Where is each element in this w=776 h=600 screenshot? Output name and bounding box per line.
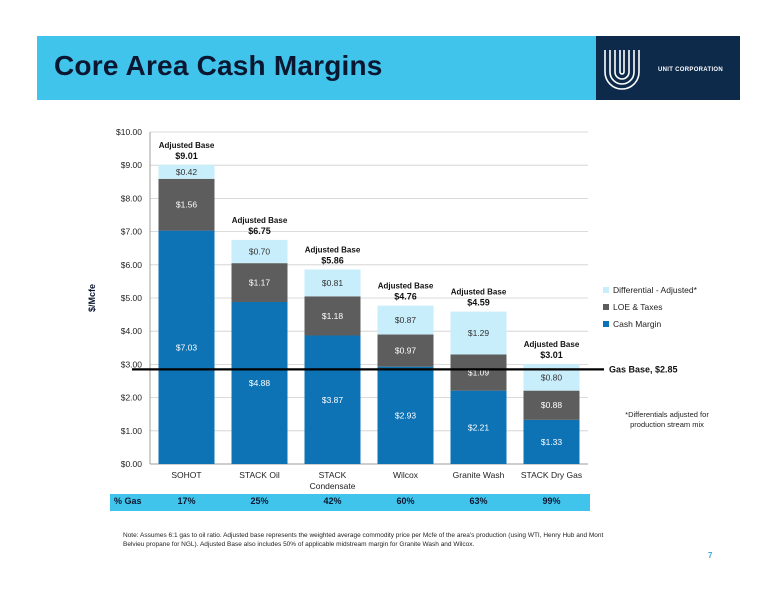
bar-segment xyxy=(523,390,580,420)
adjusted-base-value: $5.86 xyxy=(321,255,344,265)
gas-percent-cell: 99% xyxy=(542,496,561,506)
adjusted-base-value: $3.01 xyxy=(540,350,563,360)
data-label: $0.70 xyxy=(249,247,271,257)
data-label: $1.18 xyxy=(322,311,344,321)
bar-segment xyxy=(304,269,361,297)
adjusted-base-label: Adjusted Base xyxy=(232,216,288,225)
logo xyxy=(596,36,740,100)
page-number: 7 xyxy=(708,551,713,560)
adjusted-base-value: $6.75 xyxy=(248,226,271,236)
legend-swatch xyxy=(603,321,609,327)
x-tick-label: Condensate xyxy=(310,481,356,491)
bar-segment xyxy=(231,239,288,264)
gas-percent-cell: 25% xyxy=(250,496,269,506)
x-tick-label: SOHOT xyxy=(171,470,201,480)
y-tick-label: $5.00 xyxy=(121,293,143,303)
bar-segment xyxy=(158,164,215,179)
legend-swatch xyxy=(603,287,609,293)
bar-segment xyxy=(450,311,507,355)
data-label: $0.87 xyxy=(395,315,417,325)
data-label: $7.03 xyxy=(176,342,198,352)
data-label: $2.93 xyxy=(395,410,417,420)
bar-segment xyxy=(450,390,507,464)
y-axis-label: $/Mcfe xyxy=(87,284,97,312)
adjusted-base-value: $9.01 xyxy=(175,151,198,161)
adjusted-base-label: Adjusted Base xyxy=(305,245,361,254)
gas-percent-cell: 17% xyxy=(177,496,196,506)
footnote: Note: Assumes 6:1 gas to oil ratio. Adju… xyxy=(123,532,604,548)
bar-segment xyxy=(158,230,215,464)
x-tick-label: STACK Oil xyxy=(239,470,280,480)
y-tick-label: $1.00 xyxy=(121,426,143,436)
data-label: $1.09 xyxy=(468,368,490,378)
data-label: $1.29 xyxy=(468,328,490,338)
bar-segment xyxy=(377,305,434,335)
page-title: Core Area Cash Margins xyxy=(54,50,383,81)
data-label: $0.97 xyxy=(395,346,417,356)
legend-entry: Cash Margin xyxy=(613,319,661,329)
y-tick-label: $10.00 xyxy=(116,127,142,137)
x-tick-label: Granite Wash xyxy=(453,470,505,480)
x-tick-label: STACK Dry Gas xyxy=(521,470,582,480)
adjusted-base-label: Adjusted Base xyxy=(524,340,580,349)
data-label: $0.80 xyxy=(541,372,563,382)
legend-swatch xyxy=(603,304,609,310)
data-label: $0.88 xyxy=(541,400,563,410)
logo-mark-icon xyxy=(604,50,640,90)
y-tick-label: $9.00 xyxy=(121,160,143,170)
y-tick-label: $3.00 xyxy=(121,359,143,369)
bar-segment xyxy=(304,335,361,464)
y-tick-label: $4.00 xyxy=(121,326,143,336)
adjusted-base-label: Adjusted Base xyxy=(159,141,215,150)
bar-segment xyxy=(377,334,434,367)
adjusted-base-label: Adjusted Base xyxy=(451,288,507,297)
data-label: $1.17 xyxy=(249,278,271,288)
gas-percent-cell: 60% xyxy=(396,496,415,506)
differential-note: *Differentials adjusted for production s… xyxy=(625,410,709,429)
data-label: $4.88 xyxy=(249,378,271,388)
data-label: $0.81 xyxy=(322,278,344,288)
legend-entry: Differential - Adjusted* xyxy=(613,285,698,295)
y-tick-label: $6.00 xyxy=(121,260,143,270)
gas-base-label: Gas Base, $2.85 xyxy=(609,364,678,374)
adjusted-base-value: $4.59 xyxy=(467,298,490,308)
gas-percent-cell: 63% xyxy=(469,496,488,506)
gas-percent-row: % Gas 17% 25% 42% 60% 63% 99% xyxy=(110,494,590,511)
bar-segment xyxy=(231,263,288,302)
y-tick-label: $0.00 xyxy=(121,459,143,469)
bar-segment xyxy=(523,419,580,464)
legend-entry: LOE & Taxes xyxy=(613,302,662,312)
adjusted-base-label: Adjusted Base xyxy=(378,282,434,291)
bar-segment xyxy=(158,178,215,231)
y-tick-label: $2.00 xyxy=(121,393,143,403)
x-tick-label: Wilcox xyxy=(393,470,419,480)
data-label: $1.56 xyxy=(176,200,198,210)
y-tick-label: $7.00 xyxy=(121,227,143,237)
bar-segment xyxy=(231,301,288,464)
data-label: $3.87 xyxy=(322,395,344,405)
y-tick-label: $8.00 xyxy=(121,193,143,203)
adjusted-base-value: $4.76 xyxy=(394,292,417,302)
bar-segment xyxy=(377,366,434,464)
gas-row-label: % Gas xyxy=(114,496,142,506)
logo-text: UNIT CORPORATION xyxy=(658,67,724,73)
gas-percent-cell: 42% xyxy=(323,496,342,506)
data-label: $1.33 xyxy=(541,437,563,447)
data-label: $2.21 xyxy=(468,422,490,432)
x-tick-label: STACK xyxy=(319,470,347,480)
bar-segment xyxy=(304,296,361,336)
bar-segment xyxy=(450,354,507,391)
data-label: $0.42 xyxy=(176,167,198,177)
